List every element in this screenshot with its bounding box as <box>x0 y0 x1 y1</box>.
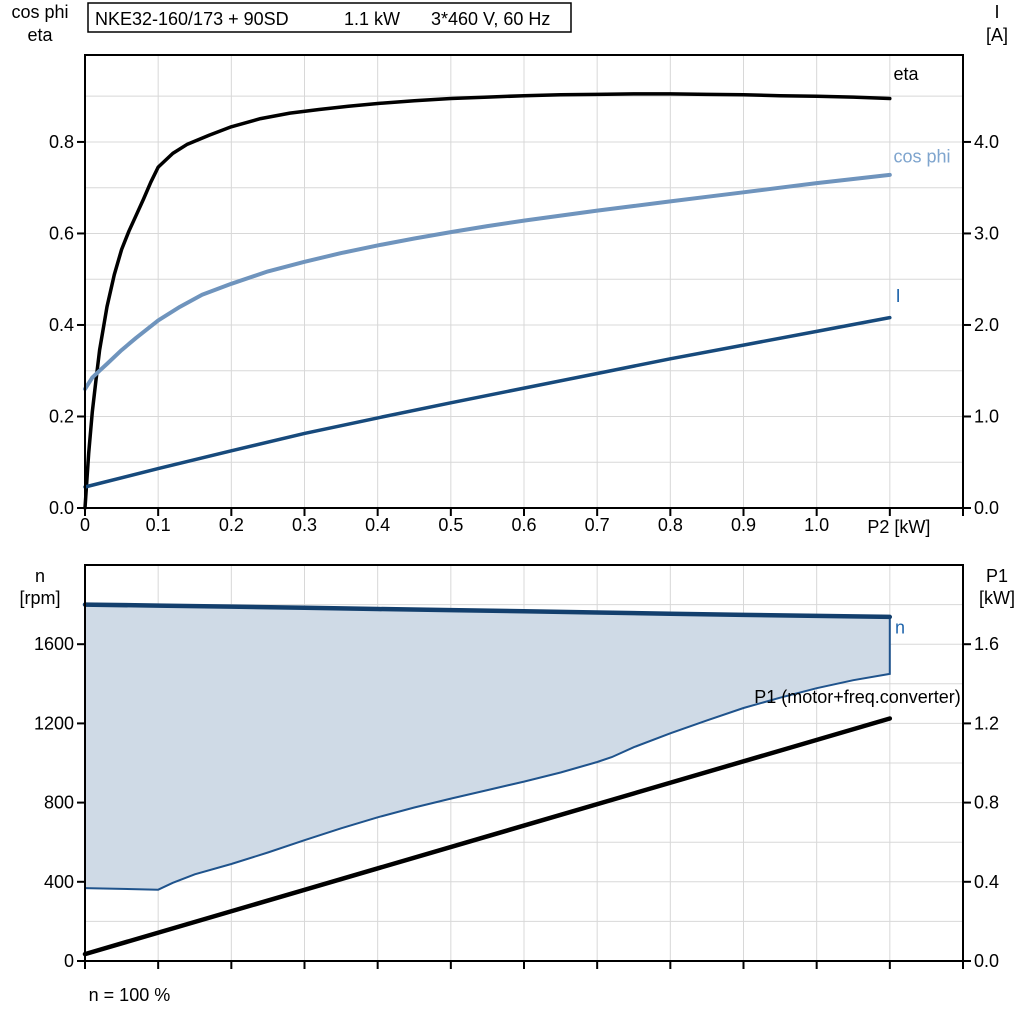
x-tick-label: 0.3 <box>292 515 317 535</box>
x-tick-label: 0.8 <box>658 515 683 535</box>
y-right-axis-label: [A] <box>986 25 1008 45</box>
y-left-tick-label: 0.4 <box>49 315 74 335</box>
y-left-tick-label: 1600 <box>34 634 74 654</box>
axis-labels: n[rpm] P1[kW] <box>19 566 1015 608</box>
y-left-axis-label: [rpm] <box>19 588 60 608</box>
tick-labels: 0 400 800 1200 1600 0.0 0.4 0.8 1.2 1.6 <box>34 634 999 971</box>
y-right-axis-label: P1 <box>986 566 1008 586</box>
x-tick-label: 0.4 <box>365 515 390 535</box>
eta-curve <box>83 92 892 510</box>
x-tick-label: 0.5 <box>438 515 463 535</box>
x-tick-label: 0.9 <box>731 515 756 535</box>
title-part: 1.1 kW <box>344 9 400 29</box>
x-tick-label: 0.1 <box>146 515 171 535</box>
y-right-tick-label: 0.0 <box>974 498 999 518</box>
y-left-tick-label: 0.0 <box>49 498 74 518</box>
annotation-eta: eta <box>893 64 919 84</box>
y-right-tick-label: 0.4 <box>974 872 999 892</box>
title-box: NKE32-160/173 + 90SD 1.1 kW 3*460 V, 60 Hz <box>87 2 572 33</box>
axis-labels: cos phi eta I [A] P2 [kW] <box>11 2 1008 537</box>
y-right-tick-label: 4.0 <box>974 132 999 152</box>
title-part: 3*460 V, 60 Hz <box>431 9 550 29</box>
y-left-tick-label: 0 <box>64 951 74 971</box>
x-tick-label: 0.7 <box>585 515 610 535</box>
min-speed-curve <box>84 616 891 891</box>
y-left-tick-label: 1200 <box>34 713 74 733</box>
y-right-tick-label: 1.2 <box>974 713 999 733</box>
annotation-n: n <box>895 617 905 637</box>
y-right-tick-label: 3.0 <box>974 223 999 243</box>
y-right-tick-label: 0.0 <box>974 951 999 971</box>
p1-motor-freq-converter-curve <box>82 716 893 957</box>
top-chart: 0 0.1 0.2 0.3 0.4 0.5 0.6 0.7 0.8 0.9 1.0 0.0 0.2 0.4… <box>11 2 1008 537</box>
y-right-tick-label: 2.0 <box>974 315 999 335</box>
tick-labels: 0 0.1 0.2 0.3 0.4 0.5 0.6 0.7 0.8 0.9 1.0 0.0 0.2 0.4… <box>49 132 999 535</box>
x-tick-label: 0.2 <box>219 515 244 535</box>
x-tick-label: 1.0 <box>804 515 829 535</box>
gridlines <box>85 55 963 508</box>
cos-phi-curve <box>83 172 892 391</box>
tick-marks <box>77 140 971 516</box>
n-curve <box>82 602 893 620</box>
y-right-axis-label: [kW] <box>979 588 1015 608</box>
y-left-tick-label: 800 <box>44 793 74 813</box>
title-box-frame <box>87 2 572 33</box>
annotation-p1-motor-freq-converter: P1 (motor+freq.converter) <box>754 687 961 707</box>
x-tick-label: 0 <box>80 515 90 535</box>
annotation-i: I <box>896 286 901 306</box>
y-right-tick-label: 1.0 <box>974 406 999 426</box>
tick-marks <box>77 643 971 969</box>
y-left-axis-label: n <box>35 566 45 586</box>
y-right-tick-label: 1.6 <box>974 634 999 654</box>
x-axis-label: P2 [kW] <box>867 517 930 537</box>
y-left-tick-label: 0.6 <box>49 223 74 243</box>
y-right-axis-label: I <box>994 2 999 22</box>
title-part: NKE32-160/173 + 90SD <box>95 9 289 29</box>
bottom-chart: 0400800120016000.00.40.81.21.6n[rpm]P1[k… <box>19 564 1015 1005</box>
i-curve <box>83 315 892 489</box>
y-left-axis-label: cos phi <box>11 2 68 22</box>
annotation-n-100: n = 100 % <box>89 985 171 1005</box>
chart-title: NKE32-160/173 + 90SD 1.1 kW 3*460 V, 60 Hz <box>95 9 550 29</box>
y-left-tick-label: 0.2 <box>49 406 74 426</box>
speed-range-area <box>85 604 890 890</box>
y-left-tick-label: 400 <box>44 872 74 892</box>
y-right-tick-label: 0.8 <box>974 793 999 813</box>
y-left-axis-label: eta <box>27 25 53 45</box>
y-left-tick-label: 0.8 <box>49 132 74 152</box>
annotation-cos-phi: cos phi <box>893 147 950 167</box>
x-tick-label: 0.6 <box>511 515 536 535</box>
